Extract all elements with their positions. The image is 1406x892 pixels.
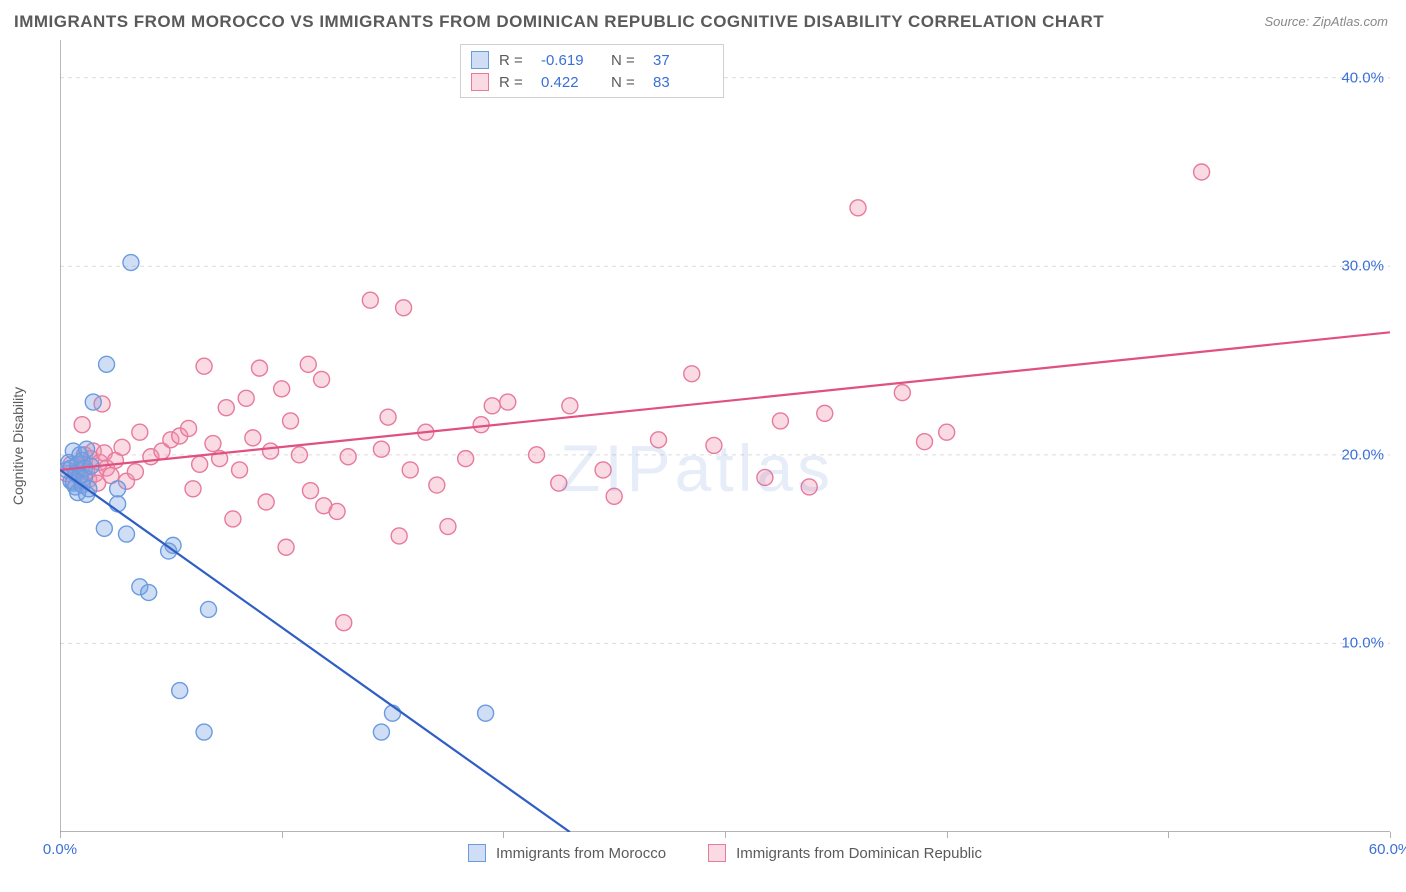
n-value-morocco: 37 [653,52,713,69]
legend-item-morocco: Immigrants from Morocco [468,844,666,862]
legend-row-dominican: R = 0.422 N = 83 [471,71,713,93]
n-label: N = [611,52,643,69]
x-tick-mark [947,832,948,838]
y-axis-label: Cognitive Disability [10,387,26,505]
series-label-dominican: Immigrants from Dominican Republic [736,845,982,862]
n-value-dominican: 83 [653,74,713,91]
r-value-dominican: 0.422 [541,74,601,91]
r-value-morocco: -0.619 [541,52,601,69]
y-tick-label: 10.0% [1341,635,1384,652]
legend-row-morocco: R = -0.619 N = 37 [471,49,713,71]
x-tick-label: 0.0% [43,841,77,858]
series-legend: Immigrants from Morocco Immigrants from … [60,844,1390,862]
x-tick-label: 60.0% [1369,841,1406,858]
series-label-morocco: Immigrants from Morocco [496,845,666,862]
x-tick-mark [1390,832,1391,838]
swatch-morocco [468,844,486,862]
plot-area: ZIPatlas R = -0.619 N = 37 R = 0.422 N =… [60,40,1390,832]
source-label: Source: ZipAtlas.com [1264,14,1388,29]
swatch-dominican [708,844,726,862]
y-tick-label: 20.0% [1341,446,1384,463]
x-tick-mark [503,832,504,838]
swatch-morocco [471,51,489,69]
x-tick-mark [1168,832,1169,838]
x-tick-mark [60,832,61,838]
y-tick-label: 40.0% [1341,69,1384,86]
r-label: R = [499,74,531,91]
swatch-dominican [471,73,489,91]
n-label: N = [611,74,643,91]
x-tick-mark [725,832,726,838]
chart-title: IMMIGRANTS FROM MOROCCO VS IMMIGRANTS FR… [0,0,1406,32]
y-tick-label: 30.0% [1341,258,1384,275]
scatter-chart [60,40,1390,832]
x-tick-mark [282,832,283,838]
correlation-legend: R = -0.619 N = 37 R = 0.422 N = 83 [460,44,724,98]
r-label: R = [499,52,531,69]
legend-item-dominican: Immigrants from Dominican Republic [708,844,982,862]
